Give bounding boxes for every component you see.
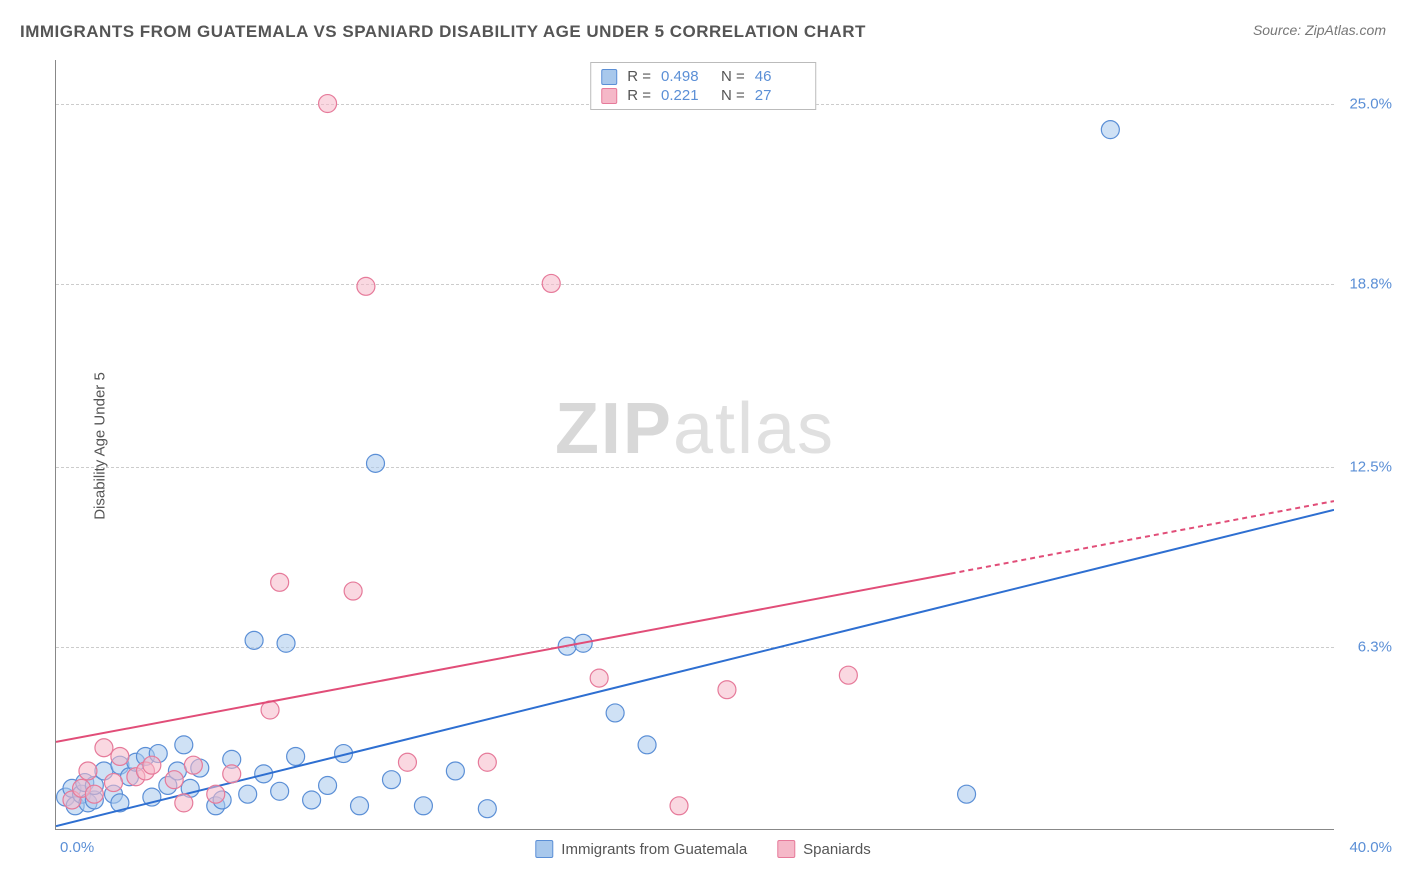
trend-line xyxy=(56,510,1334,826)
plot-area: ZIPatlas xyxy=(55,60,1334,830)
data-point xyxy=(271,782,289,800)
data-point xyxy=(344,582,362,600)
stat-n-value: 46 xyxy=(755,68,805,85)
data-point xyxy=(367,454,385,472)
legend-label: Spaniards xyxy=(803,841,871,858)
y-tick-label: 6.3% xyxy=(1358,638,1392,655)
trend-line xyxy=(56,574,951,742)
stat-r-label: R = xyxy=(627,87,651,104)
data-point xyxy=(319,95,337,113)
source-attribution: Source: ZipAtlas.com xyxy=(1253,22,1386,38)
data-point xyxy=(670,797,688,815)
data-point xyxy=(839,666,857,684)
data-point xyxy=(143,756,161,774)
data-point xyxy=(287,747,305,765)
trend-line-extrapolated xyxy=(951,501,1334,574)
data-point xyxy=(277,634,295,652)
data-point xyxy=(478,753,496,771)
data-point xyxy=(718,681,736,699)
legend-label: Immigrants from Guatemala xyxy=(561,841,747,858)
data-point xyxy=(319,776,337,794)
data-point xyxy=(478,800,496,818)
data-point xyxy=(271,573,289,591)
stats-row: R = 0.498 N = 46 xyxy=(601,67,805,86)
data-point xyxy=(303,791,321,809)
data-point xyxy=(398,753,416,771)
data-point xyxy=(1101,121,1119,139)
data-point xyxy=(245,631,263,649)
data-point xyxy=(606,704,624,722)
data-point xyxy=(542,274,560,292)
chart-svg xyxy=(56,60,1334,829)
y-tick-label: 25.0% xyxy=(1349,95,1392,112)
data-point xyxy=(207,785,225,803)
data-point xyxy=(351,797,369,815)
legend: Immigrants from Guatemala Spaniards xyxy=(535,840,870,858)
data-point xyxy=(165,771,183,789)
data-point xyxy=(175,736,193,754)
stat-r-value: 0.221 xyxy=(661,87,711,104)
stat-n-label: N = xyxy=(721,68,745,85)
data-point xyxy=(239,785,257,803)
data-point xyxy=(95,739,113,757)
y-tick-label: 18.8% xyxy=(1349,275,1392,292)
data-point xyxy=(105,774,123,792)
data-point xyxy=(446,762,464,780)
series-swatch xyxy=(601,88,617,104)
data-point xyxy=(414,797,432,815)
chart-title: IMMIGRANTS FROM GUATEMALA VS SPANIARD DI… xyxy=(20,22,866,42)
series-swatch xyxy=(601,69,617,85)
data-point xyxy=(175,794,193,812)
x-axis-max-label: 40.0% xyxy=(1349,839,1392,856)
legend-item: Spaniards xyxy=(777,840,871,858)
legend-item: Immigrants from Guatemala xyxy=(535,840,747,858)
data-point xyxy=(382,771,400,789)
data-point xyxy=(111,747,129,765)
data-point xyxy=(184,756,202,774)
data-point xyxy=(958,785,976,803)
y-tick-label: 12.5% xyxy=(1349,458,1392,475)
stats-row: R = 0.221 N = 27 xyxy=(601,86,805,105)
correlation-stats-box: R = 0.498 N = 46 R = 0.221 N = 27 xyxy=(590,62,816,110)
data-point xyxy=(638,736,656,754)
stat-r-value: 0.498 xyxy=(661,68,711,85)
data-point xyxy=(223,765,241,783)
data-point xyxy=(590,669,608,687)
stat-n-label: N = xyxy=(721,87,745,104)
legend-swatch xyxy=(777,840,795,858)
stat-n-value: 27 xyxy=(755,87,805,104)
data-point xyxy=(79,762,97,780)
data-point xyxy=(357,277,375,295)
legend-swatch xyxy=(535,840,553,858)
data-point xyxy=(85,785,103,803)
x-axis-min-label: 0.0% xyxy=(60,839,94,856)
stat-r-label: R = xyxy=(627,68,651,85)
